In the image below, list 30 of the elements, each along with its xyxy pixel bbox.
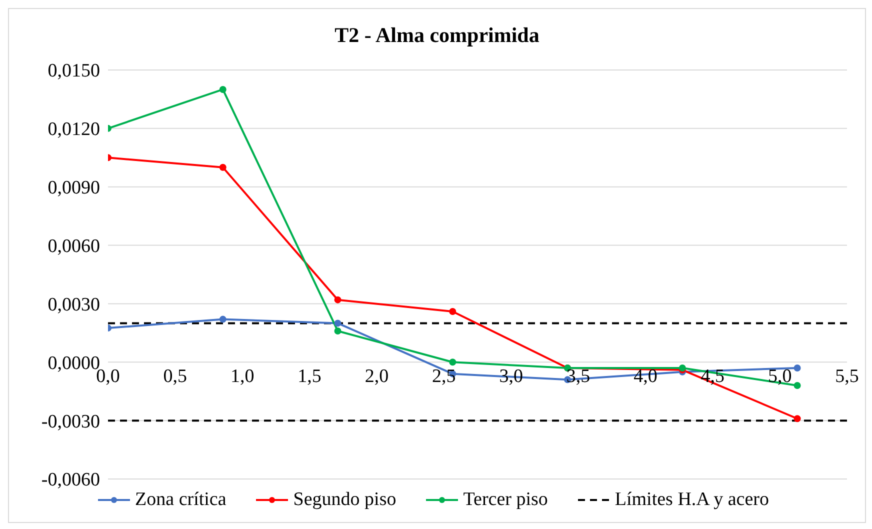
y-tick-label: -0,0060	[41, 470, 100, 491]
x-tick-label: 2,5	[432, 366, 456, 388]
x-tick-label: 2,0	[364, 366, 389, 388]
legend-label: Límites H.A y acero	[614, 489, 769, 511]
point	[449, 308, 456, 316]
y-tick-label: 0,0150	[48, 60, 100, 82]
point	[794, 382, 801, 390]
point	[334, 296, 342, 304]
point	[334, 320, 342, 327]
y-tick-label: 0,0030	[48, 294, 100, 316]
point	[794, 364, 801, 372]
point	[219, 86, 226, 93]
y-tick-label: 0,0060	[48, 236, 100, 258]
point	[794, 415, 801, 422]
x-tick-label: 1,0	[230, 366, 254, 388]
y-tick-label: 0,0090	[48, 178, 100, 199]
y-tick-label: 0,0120	[48, 119, 100, 140]
point	[219, 316, 226, 323]
point	[449, 358, 456, 366]
point	[334, 327, 342, 334]
point	[219, 164, 226, 171]
legend-label: Zona crítica	[135, 489, 226, 511]
legend-label: Tercer piso	[463, 489, 548, 511]
chart-title: T2 - Alma comprimida	[334, 23, 540, 48]
x-tick-label: 5,0	[768, 366, 792, 388]
x-tick-label: 1,5	[298, 366, 322, 388]
y-tick-label: -0,0030	[41, 411, 100, 432]
legend-label: Segundo piso	[293, 489, 396, 511]
x-tick-label: 5,5	[835, 366, 859, 388]
x-tick-label: 0,5	[163, 366, 188, 388]
